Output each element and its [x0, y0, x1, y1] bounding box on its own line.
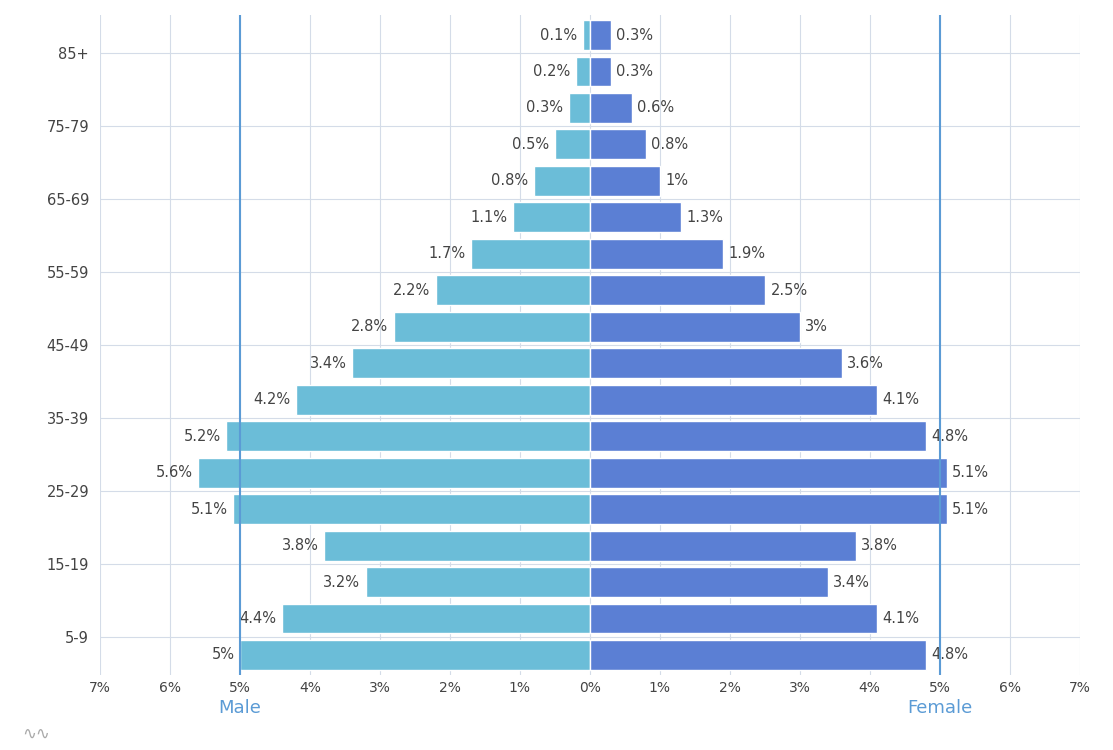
Text: Female: Female	[907, 699, 973, 717]
Text: 1.9%: 1.9%	[728, 246, 766, 261]
Bar	[590, 458, 947, 488]
Bar	[590, 567, 828, 597]
Text: 5.2%: 5.2%	[184, 429, 220, 444]
Text: 3.2%: 3.2%	[324, 574, 361, 590]
Bar	[226, 422, 590, 451]
Text: 0.8%: 0.8%	[651, 137, 689, 152]
Bar	[569, 93, 590, 123]
Bar	[590, 312, 800, 342]
Bar	[233, 494, 590, 524]
Text: 4.8%: 4.8%	[932, 647, 968, 662]
Text: 3.8%: 3.8%	[861, 538, 898, 553]
Text: 1%: 1%	[666, 173, 689, 188]
Bar	[575, 56, 590, 86]
Bar	[590, 130, 646, 160]
Text: 5%: 5%	[211, 647, 235, 662]
Bar	[590, 275, 765, 305]
Text: 1.1%: 1.1%	[471, 210, 508, 225]
Bar	[282, 604, 590, 634]
Bar	[394, 312, 590, 342]
Text: 3.6%: 3.6%	[847, 356, 884, 370]
Text: 1.7%: 1.7%	[429, 246, 465, 261]
Bar	[590, 348, 841, 378]
Text: 3.4%: 3.4%	[309, 356, 346, 370]
Text: Male: Male	[218, 699, 262, 717]
Bar	[555, 130, 590, 160]
Bar	[590, 93, 632, 123]
Bar	[352, 348, 590, 378]
Bar	[590, 640, 926, 670]
Bar	[590, 604, 877, 634]
Bar	[534, 166, 590, 196]
Text: 0.2%: 0.2%	[533, 64, 570, 79]
Bar	[583, 20, 590, 50]
Bar	[590, 530, 856, 560]
Text: 3%: 3%	[806, 320, 828, 334]
Text: 0.3%: 0.3%	[617, 64, 653, 79]
Text: 0.5%: 0.5%	[512, 137, 550, 152]
Bar	[513, 202, 590, 232]
Text: ∿∿: ∿∿	[22, 724, 50, 742]
Bar	[590, 20, 611, 50]
Bar	[240, 640, 590, 670]
Text: 3.8%: 3.8%	[282, 538, 318, 553]
Bar	[590, 422, 926, 451]
Text: 2.5%: 2.5%	[770, 283, 808, 298]
Text: 4.2%: 4.2%	[254, 392, 290, 407]
Text: 1.3%: 1.3%	[687, 210, 723, 225]
Text: 0.1%: 0.1%	[540, 28, 578, 43]
Bar	[590, 166, 660, 196]
Text: 5.1%: 5.1%	[953, 502, 989, 517]
Bar	[590, 56, 611, 86]
Text: 0.3%: 0.3%	[526, 100, 563, 116]
Text: 4.8%: 4.8%	[932, 429, 968, 444]
Text: 3.4%: 3.4%	[834, 574, 870, 590]
Bar	[590, 239, 722, 268]
Text: 4.4%: 4.4%	[239, 611, 276, 626]
Bar	[366, 567, 590, 597]
Text: 0.6%: 0.6%	[638, 100, 674, 116]
Text: 5.6%: 5.6%	[156, 465, 193, 480]
Text: 2.2%: 2.2%	[393, 283, 431, 298]
Bar	[590, 494, 947, 524]
Bar	[198, 458, 590, 488]
Text: 0.8%: 0.8%	[491, 173, 529, 188]
Text: 4.1%: 4.1%	[883, 392, 919, 407]
Text: 0.3%: 0.3%	[617, 28, 653, 43]
Bar	[436, 275, 590, 305]
Bar	[590, 385, 877, 415]
Text: 2.8%: 2.8%	[352, 320, 388, 334]
Bar	[324, 530, 590, 560]
Text: 5.1%: 5.1%	[953, 465, 989, 480]
Bar	[296, 385, 590, 415]
Bar	[590, 202, 681, 232]
Text: 5.1%: 5.1%	[190, 502, 227, 517]
Text: 4.1%: 4.1%	[883, 611, 919, 626]
Bar	[471, 239, 590, 268]
